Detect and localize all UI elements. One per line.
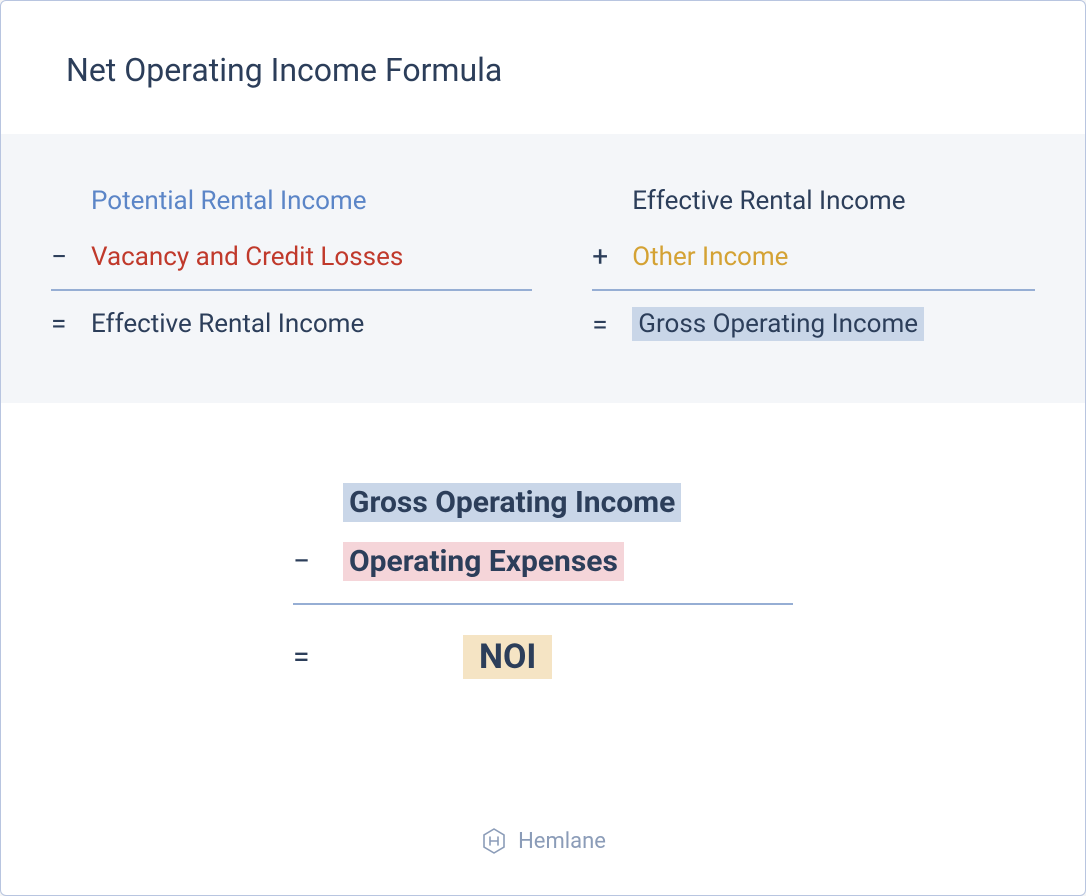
brand-name: Hemlane xyxy=(518,829,606,854)
highlighted-term: Gross Operating Income xyxy=(343,483,681,522)
left-formula-block: Potential Rental Income − Vacancy and Cr… xyxy=(51,174,532,353)
formula-result-row: = NOI xyxy=(293,617,793,697)
noi-result: NOI xyxy=(463,635,552,679)
highlighted-noi: NOI xyxy=(463,635,552,679)
formula-result-row: = Gross Operating Income xyxy=(592,295,1035,353)
formula-term: Potential Rental Income xyxy=(91,186,532,216)
formula-result: Gross Operating Income xyxy=(632,307,1035,341)
brand-footer: Hemlane xyxy=(1,797,1085,895)
operator-minus: − xyxy=(293,544,343,579)
operator-equals: = xyxy=(51,307,91,340)
formula-term: Gross Operating Income xyxy=(343,483,681,522)
card-title: Net Operating Income Formula xyxy=(1,1,1085,134)
highlighted-term: Gross Operating Income xyxy=(632,307,924,341)
formula-card: Net Operating Income Formula Potential R… xyxy=(0,0,1086,896)
formula-divider xyxy=(293,603,793,605)
formula-row: Gross Operating Income xyxy=(293,473,793,532)
operator-plus: + xyxy=(592,240,632,273)
formula-term: Vacancy and Credit Losses xyxy=(91,242,532,272)
formula-divider xyxy=(592,289,1035,291)
operator-minus: − xyxy=(51,240,91,273)
formula-row: − Operating Expenses xyxy=(293,532,793,591)
hemlane-logo-icon xyxy=(480,827,508,855)
formula-row: − Vacancy and Credit Losses xyxy=(51,228,532,285)
right-formula-block: Effective Rental Income + Other Income =… xyxy=(592,174,1035,353)
formula-row: Effective Rental Income xyxy=(592,174,1035,228)
formula-term: Operating Expenses xyxy=(343,542,624,581)
sub-formulas-section: Potential Rental Income − Vacancy and Cr… xyxy=(1,134,1085,403)
formula-term: Other Income xyxy=(632,242,1035,272)
formula-row: Potential Rental Income xyxy=(51,174,532,228)
highlighted-term: Operating Expenses xyxy=(343,542,624,581)
center-formula-block: Gross Operating Income − Operating Expen… xyxy=(293,473,793,697)
formula-divider xyxy=(51,289,532,291)
formula-result-row: = Effective Rental Income xyxy=(51,295,532,352)
main-formula-section: Gross Operating Income − Operating Expen… xyxy=(1,403,1085,737)
formula-term: Effective Rental Income xyxy=(632,186,1035,216)
operator-equals: = xyxy=(592,308,632,341)
formula-result: Effective Rental Income xyxy=(91,309,532,339)
formula-row: + Other Income xyxy=(592,228,1035,285)
operator-equals: = xyxy=(293,640,343,675)
